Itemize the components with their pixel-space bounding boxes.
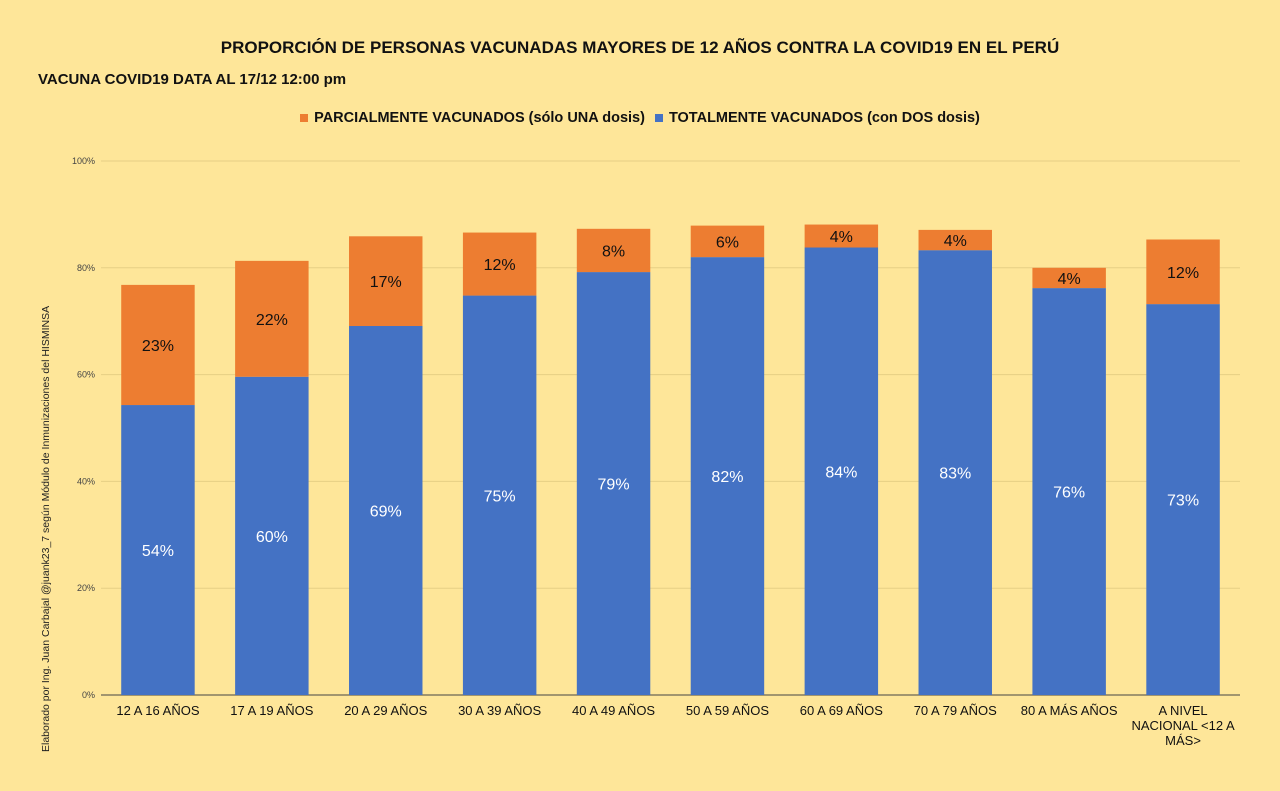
chart-title: PROPORCIÓN DE PERSONAS VACUNADAS MAYORES… <box>220 38 1060 57</box>
bar-total <box>235 376 309 695</box>
legend-item-total: TOTALMENTE VACUNADOS (con DOS dosis) <box>654 110 980 126</box>
bar-partial <box>1146 239 1220 305</box>
bar-partial <box>1032 267 1106 289</box>
legend: PARCIALMENTE VACUNADOS (sólo UNA dosis) … <box>0 110 1280 126</box>
x-category-label: 40 A 49 AÑOS <box>572 703 655 718</box>
x-category-label: 12 A 16 AÑOS <box>116 703 199 718</box>
x-category-label: 60 A 69 AÑOS <box>800 703 883 718</box>
bar-partial <box>121 284 195 406</box>
data-label-total: 54% <box>142 543 174 560</box>
x-category-label: MÁS> <box>1165 733 1201 748</box>
bar-total <box>576 272 651 695</box>
data-label-total: 60% <box>256 529 288 546</box>
x-category-label: 50 A 59 AÑOS <box>686 703 769 718</box>
bar-partial <box>690 225 765 258</box>
data-label-partial: 6% <box>716 234 739 251</box>
data-label-total: 75% <box>484 488 516 505</box>
bar-partial <box>462 232 537 296</box>
data-label-partial: 12% <box>484 257 516 274</box>
data-label-total: 79% <box>598 477 630 494</box>
data-label-partial: 4% <box>944 233 967 250</box>
y-tick-label: 40% <box>77 476 95 486</box>
data-label-total: 84% <box>825 464 857 481</box>
legend-swatch-total <box>654 114 663 122</box>
bar-total <box>1146 304 1220 695</box>
x-category-label: 30 A 39 AÑOS <box>458 703 541 718</box>
bar-partial <box>349 236 423 327</box>
bar-total <box>121 405 195 695</box>
data-label-partial: 8% <box>602 243 625 260</box>
data-label-total: 69% <box>370 504 402 521</box>
data-label-partial: 22% <box>256 312 288 329</box>
x-category-label: NACIONAL <12 A <box>1131 718 1235 733</box>
bar-total <box>918 250 992 696</box>
y-tick-label: 20% <box>77 583 95 593</box>
bar-total <box>690 257 765 695</box>
x-category-label: A NIVEL <box>1158 703 1207 718</box>
legend-item-partial: PARCIALMENTE VACUNADOS (sólo UNA dosis) <box>300 110 645 126</box>
data-label-partial: 23% <box>142 338 174 355</box>
data-label-total: 73% <box>1167 493 1199 510</box>
legend-label-partial: PARCIALMENTE VACUNADOS (sólo UNA dosis) <box>314 110 645 126</box>
data-label-total: 82% <box>711 469 743 486</box>
x-category-label: 70 A 79 AÑOS <box>914 703 997 718</box>
y-tick-label: 60% <box>77 370 95 380</box>
data-label-total: 83% <box>939 466 971 483</box>
data-label-partial: 4% <box>830 229 853 246</box>
bar-partial <box>235 260 309 377</box>
bar-partial <box>918 229 992 251</box>
legend-label-total: TOTALMENTE VACUNADOS (con DOS dosis) <box>668 110 980 126</box>
data-label-partial: 4% <box>1058 271 1081 288</box>
bar-total <box>462 295 537 695</box>
bar-total <box>804 247 879 695</box>
bar-total <box>349 326 423 695</box>
bar-partial <box>576 228 651 273</box>
y-tick-label: 100% <box>72 156 95 166</box>
data-label-total: 76% <box>1053 485 1085 502</box>
y-tick-label: 0% <box>82 690 95 700</box>
legend-swatch-partial <box>300 114 309 122</box>
y-tick-label: 80% <box>77 263 95 273</box>
x-category-label: 80 A MÁS AÑOS <box>1021 703 1118 718</box>
x-category-label: 17 A 19 AÑOS <box>230 703 313 718</box>
x-category-label: 20 A 29 AÑOS <box>344 703 427 718</box>
data-label-partial: 17% <box>370 274 402 291</box>
bar-partial <box>804 224 879 248</box>
bar-total <box>1032 288 1106 695</box>
chart-subtitle: VACUNA COVID19 DATA AL 17/12 12:00 pm <box>38 71 347 88</box>
data-label-partial: 12% <box>1167 265 1199 282</box>
